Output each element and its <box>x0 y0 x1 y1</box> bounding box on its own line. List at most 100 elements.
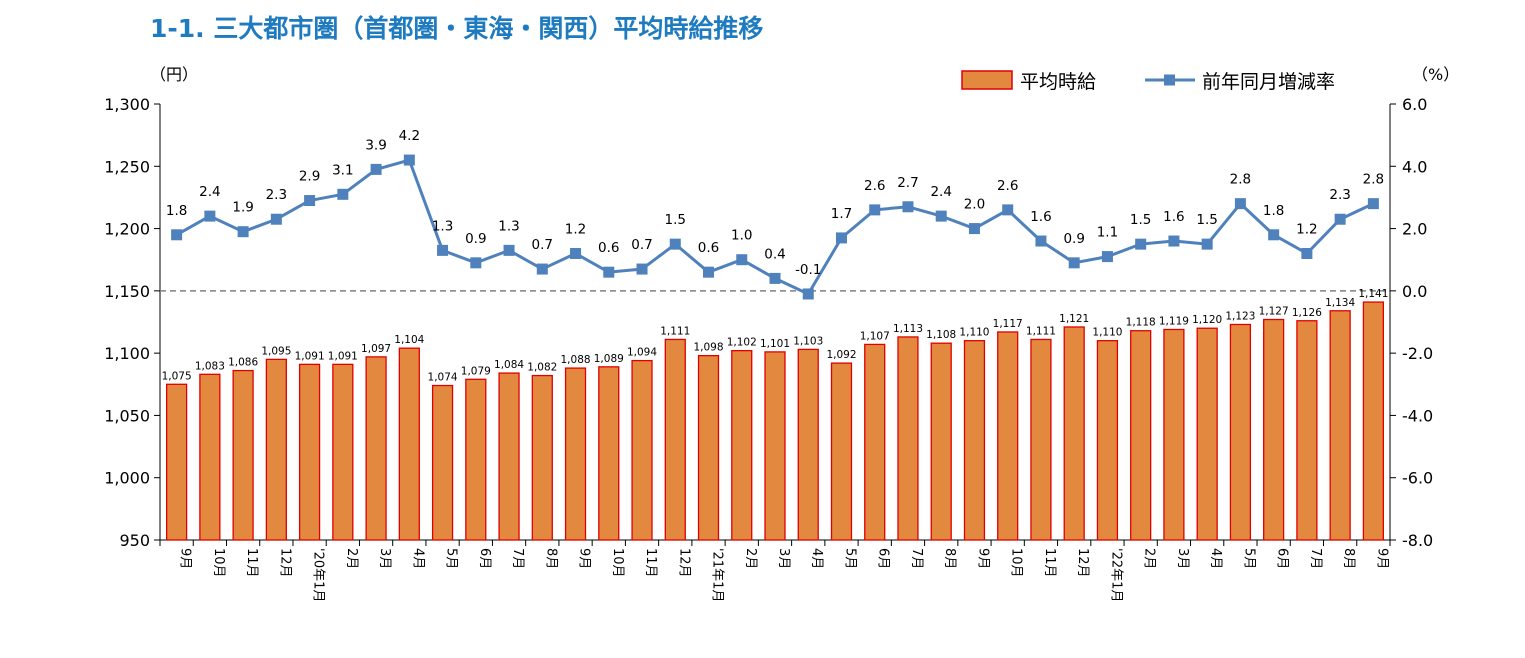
bar-value-label: 1,103 <box>793 335 823 347</box>
line-marker <box>669 238 681 250</box>
right-tick-label: 0.0 <box>1402 282 1427 301</box>
line-marker <box>1168 235 1180 247</box>
bar <box>697 354 720 541</box>
bar-value-label: 1,134 <box>1325 297 1355 309</box>
bar-value-label: 1,110 <box>1092 327 1122 339</box>
line-value-label: 0.7 <box>532 237 553 253</box>
left-tick-label: 1,050 <box>104 406 150 425</box>
line-value-label: 4.2 <box>399 128 420 144</box>
bar-value-label: 1,121 <box>1059 313 1089 325</box>
line-marker <box>703 266 715 278</box>
bar-value-label: 1,127 <box>1259 306 1289 318</box>
bar-value-label: 1,104 <box>394 334 424 346</box>
category-label: 7月 <box>510 548 525 569</box>
bar-value-label: 1,102 <box>727 337 757 349</box>
bar <box>830 362 853 541</box>
line-marker <box>270 213 282 225</box>
bar-value-label: 1,098 <box>693 342 723 354</box>
bar-value-label: 1,141 <box>1358 288 1388 300</box>
line-value-label: 1.8 <box>166 203 187 219</box>
bar-value-label: 1,111 <box>660 325 690 337</box>
bar <box>1329 310 1351 541</box>
bar <box>1263 318 1285 541</box>
line-value-label: 1.1 <box>1097 225 1118 241</box>
category-label: 6月 <box>1275 548 1290 569</box>
line-value-label: 1.2 <box>1296 221 1317 237</box>
legend-label-line: 前年同月増減率 <box>1202 71 1335 93</box>
bar <box>365 356 387 541</box>
right-tick-label: 2.0 <box>1402 220 1427 239</box>
line-marker <box>736 254 748 266</box>
line-marker <box>968 223 980 235</box>
line-marker <box>769 272 781 284</box>
line-value-label: 3.1 <box>332 162 353 178</box>
category-label: '22年1月 <box>1108 548 1123 602</box>
bar-value-label: 1,111 <box>1026 325 1056 337</box>
line-value-label: 1.8 <box>1263 203 1284 219</box>
category-label: 10月 <box>211 548 226 578</box>
line-value-label: 2.3 <box>266 187 287 203</box>
left-axis-unit: （円） <box>150 65 198 84</box>
category-labels: 9月 10月 11月 12月 '20年1月 2月 3月 4月 5月 6月 7月 8月 9月 10月 11月 1… <box>178 548 1390 602</box>
bar-value-label: 1,123 <box>1225 310 1255 322</box>
category-label: 10月 <box>610 548 625 578</box>
line-value-label: 2.4 <box>930 184 951 200</box>
category-label: '21年1月 <box>710 548 725 602</box>
line-value-label: 1.5 <box>1130 212 1151 228</box>
line-marker <box>1068 257 1080 269</box>
category-label: 12月 <box>277 548 292 578</box>
bar-value-label: 1,079 <box>461 365 491 377</box>
bar <box>1130 330 1152 541</box>
line-marker <box>304 195 316 207</box>
line-marker <box>636 263 648 275</box>
bar-value-label: 1,075 <box>162 370 192 382</box>
bar-value-label: 1,084 <box>494 359 524 371</box>
line-marker <box>570 247 582 259</box>
line-marker <box>370 163 382 175</box>
line-value-label: 0.6 <box>598 240 619 256</box>
line-marker <box>802 288 814 300</box>
bar-value-label: 1,119 <box>1159 315 1189 327</box>
bar-value-label: 1,097 <box>361 343 391 355</box>
line-marker <box>1101 251 1113 263</box>
category-label: 11月 <box>643 548 658 578</box>
legend: 平均時給 前年同月増減率 <box>961 70 1335 93</box>
bar-value-label: 1,086 <box>228 357 258 369</box>
line-marker <box>237 226 249 238</box>
line-marker <box>1002 204 1014 216</box>
bar-value-label: 1,083 <box>195 360 225 372</box>
left-tick-label: 1,000 <box>104 469 150 488</box>
line-value-label: 1.0 <box>731 228 752 244</box>
line-value-label: 0.9 <box>465 231 486 247</box>
right-tick-label: 4.0 <box>1402 157 1427 176</box>
bar <box>731 350 753 541</box>
category-label: 4月 <box>410 548 425 569</box>
category-label: 2月 <box>344 548 359 569</box>
right-tick-label: -6.0 <box>1402 469 1433 488</box>
line-value-label: 0.7 <box>631 237 652 253</box>
line-value-label: 1.6 <box>1030 209 1051 225</box>
bar <box>498 372 520 541</box>
line-marker <box>1135 238 1147 250</box>
bar-value-label: 1,110 <box>959 327 989 339</box>
line-value-label: 1.3 <box>432 218 453 234</box>
category-label: 3月 <box>776 548 791 569</box>
line-value-label: -0.1 <box>795 262 821 278</box>
category-label: 6月 <box>477 548 492 569</box>
bar-value-label: 1,094 <box>627 347 657 359</box>
bar <box>265 358 287 541</box>
line-value-label: 0.6 <box>698 240 719 256</box>
line-value-label: 1.5 <box>1196 212 1217 228</box>
bar <box>1096 340 1119 541</box>
bar <box>1296 320 1318 541</box>
bar <box>332 363 354 541</box>
bar <box>431 384 454 541</box>
bar <box>531 374 553 541</box>
line-marker <box>171 229 183 241</box>
line-value-label: 2.6 <box>864 178 885 194</box>
bar <box>997 331 1019 541</box>
category-label: 7月 <box>909 548 924 569</box>
line-value-label: 2.7 <box>897 175 918 191</box>
